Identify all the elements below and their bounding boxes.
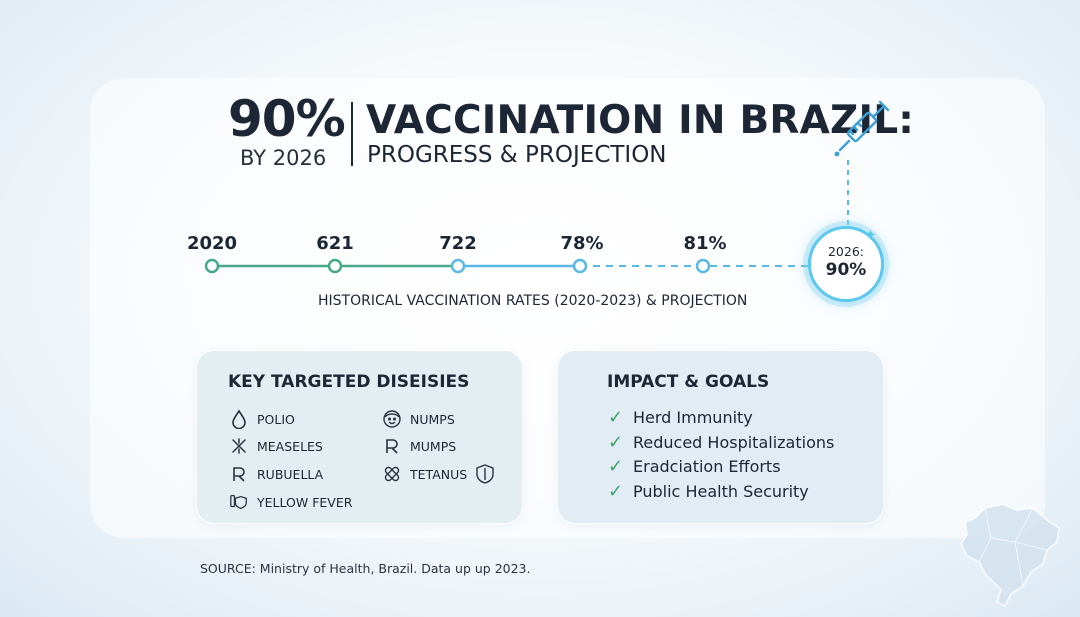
goal-list-item: ✓ Public Health Security — [608, 481, 809, 502]
disease-label: YELLOW FEVER — [257, 494, 353, 510]
goal-badge: 2026: 90% — [808, 226, 884, 302]
rx-icon — [382, 436, 402, 456]
goal-year: 2026: — [827, 244, 865, 259]
rx-icon — [229, 464, 249, 484]
timeline-point — [572, 258, 588, 274]
goal-label: Reduced Hospitalizations — [633, 433, 835, 452]
timeline-point — [327, 258, 343, 274]
goal-label: Herd Immunity — [633, 408, 753, 427]
sparkle-icon: ✦ — [864, 226, 877, 244]
virus-icon — [229, 436, 249, 456]
timeline-label: 722 — [439, 233, 477, 254]
syringe-icon — [834, 100, 890, 157]
disease-label: MEASELES — [257, 438, 323, 454]
goal-list-item: ✓ Herd Immunity — [608, 407, 753, 428]
disease-item: TETANUS — [382, 464, 495, 484]
impact-card: IMPACT & GOALS ✓ Herd Immunity ✓ Reduced… — [557, 350, 884, 524]
face-icon — [382, 409, 402, 429]
source-note: SOURCE: Ministry of Health, Brazil. Data… — [200, 561, 531, 576]
page-title: VACCINATION IN BRAZIL: — [366, 98, 915, 143]
disease-item: POLIO — [229, 409, 295, 429]
timeline-label: 78% — [560, 233, 604, 254]
timeline-label: 81% — [683, 233, 727, 254]
disease-label: NUMPS — [410, 411, 455, 427]
headline-year: BY 2026 — [240, 146, 327, 170]
timeline-label: 621 — [316, 233, 354, 254]
page-subtitle: PROGRESS & PROJECTION — [367, 142, 667, 168]
timeline-point — [450, 258, 466, 274]
timeline-label: 2020 — [186, 233, 238, 254]
disease-item: RUBUELLA — [229, 464, 323, 484]
disease-label: MUMPS — [410, 438, 457, 454]
impact-card-title: IMPACT & GOALS — [607, 372, 770, 392]
goal-value: 90% — [825, 260, 867, 280]
goal-list-item: ✓ Reduced Hospitalizations — [608, 432, 834, 453]
check-icon: ✓ — [608, 481, 624, 502]
diseases-card: KEY TARGETED DISEISIES POLIO MEASELES RU… — [196, 350, 523, 524]
header-divider — [351, 102, 353, 166]
disease-label: RUBUELLA — [257, 466, 324, 482]
check-icon: ✓ — [608, 407, 624, 428]
disease-label: POLIO — [257, 411, 295, 427]
shield-icon — [475, 464, 495, 484]
diseases-card-title: KEY TARGETED DISEISIES — [228, 372, 470, 392]
bandage-icon — [382, 464, 402, 484]
timeline-point — [695, 258, 711, 274]
headline-percent: 90% — [228, 90, 346, 148]
goal-label: Eradciation Efforts — [633, 457, 781, 476]
disease-label: TETANUS — [410, 466, 468, 482]
disease-item: NUMPS — [382, 409, 455, 429]
check-icon: ✓ — [608, 432, 624, 453]
vial-shield-icon — [229, 492, 249, 512]
disease-item: MUMPS — [382, 436, 456, 456]
goal-list-item: ✓ Eradciation Efforts — [608, 456, 781, 477]
disease-item: MEASELES — [229, 436, 323, 456]
goal-label: Public Health Security — [633, 482, 809, 501]
check-icon: ✓ — [608, 456, 624, 477]
timeline-caption: HISTORICAL VACCINATION RATES (2020-2023)… — [318, 293, 748, 309]
brazil-map-icon — [960, 503, 1060, 608]
timeline-point — [204, 258, 220, 274]
disease-item: YELLOW FEVER — [229, 492, 352, 512]
drop-icon — [229, 409, 249, 429]
